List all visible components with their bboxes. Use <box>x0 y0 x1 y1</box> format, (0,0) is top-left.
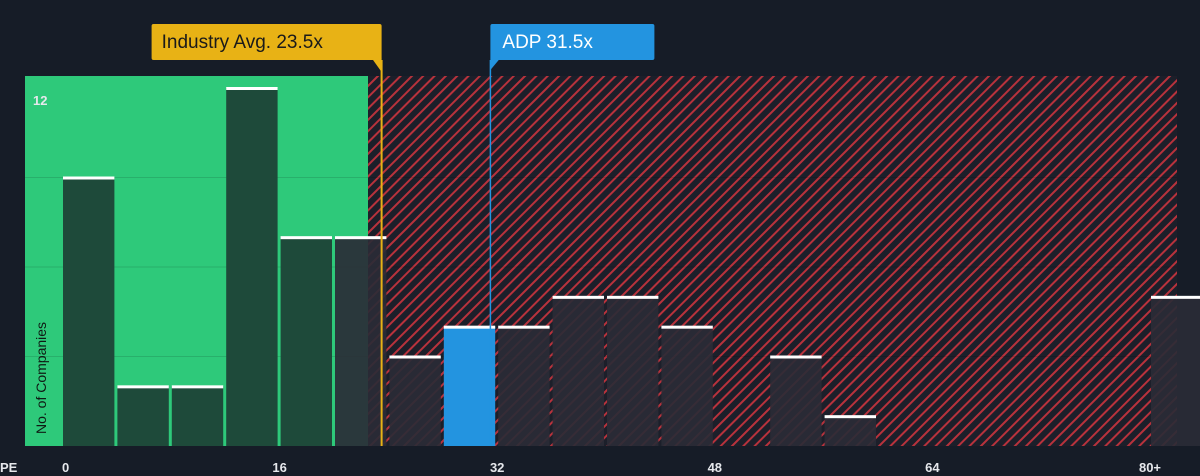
histogram-bar <box>770 357 821 447</box>
bar-cap <box>1151 296 1200 299</box>
histogram-bar <box>335 237 386 446</box>
bar-cap <box>661 326 712 329</box>
x-tick-label: 16 <box>272 460 286 475</box>
company-callout-pointer <box>490 58 500 70</box>
bar-cap <box>172 385 223 388</box>
histogram-bar <box>389 357 440 447</box>
industry-callout-pointer <box>372 58 382 72</box>
x-tick-label: 48 <box>708 460 722 475</box>
bar-cap <box>389 356 440 359</box>
histogram-bar <box>444 327 495 446</box>
x-tick-label: 32 <box>490 460 504 475</box>
histogram-bar <box>226 88 277 446</box>
bar-cap <box>770 356 821 359</box>
histogram-bar <box>1151 297 1200 446</box>
x-tick-label: 64 <box>925 460 940 475</box>
histogram-bar <box>825 416 876 446</box>
company-callout-label: ADP 31.5x <box>502 32 593 53</box>
y-axis-label: No. of Companies <box>33 322 49 434</box>
histogram-bar <box>63 178 114 447</box>
bar-cap <box>444 326 495 329</box>
bar-cap <box>553 296 604 299</box>
histogram-bar <box>553 297 604 446</box>
bar-cap <box>825 415 876 418</box>
bar-cap <box>226 87 277 90</box>
histogram-bar <box>281 237 332 446</box>
x-axis-label: PE <box>0 460 18 475</box>
bar-cap <box>335 236 386 239</box>
y-tick-label: 12 <box>33 93 47 108</box>
histogram-bar <box>661 327 712 446</box>
industry-callout-label: Industry Avg. 23.5x <box>162 32 324 53</box>
bar-cap <box>117 385 168 388</box>
histogram-bar <box>117 386 168 446</box>
x-tick-label: 80+ <box>1139 460 1161 475</box>
bar-cap <box>63 177 114 180</box>
bar-cap <box>498 326 549 329</box>
bar-cap <box>281 236 332 239</box>
histogram-bar <box>498 327 549 446</box>
histogram-bar <box>607 297 658 446</box>
bar-cap <box>607 296 658 299</box>
x-tick-label: 0 <box>62 460 69 475</box>
histogram-bar <box>172 386 223 446</box>
